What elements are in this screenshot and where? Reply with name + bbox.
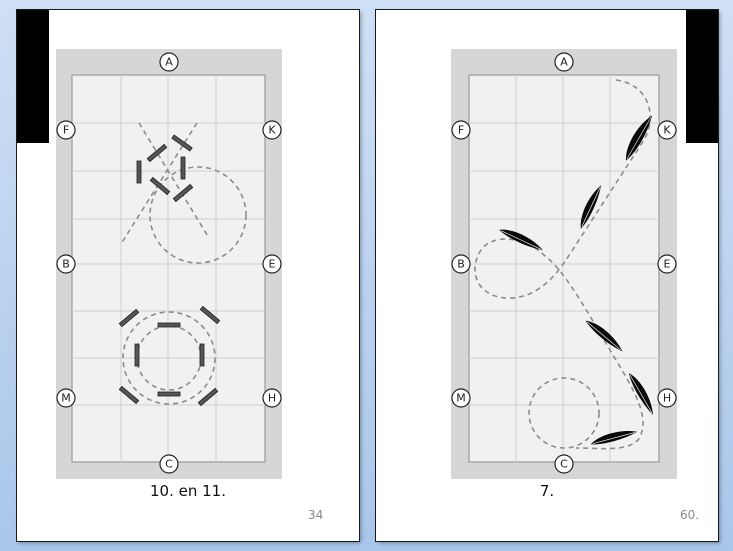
ground-pole-icon: [118, 305, 221, 407]
exercise-path-upper: [120, 122, 247, 264]
marker-K: K: [657, 120, 677, 140]
svg-text:C: C: [165, 458, 173, 471]
feather-icon: [499, 115, 653, 445]
page-right: A F K B E M H C 7. 60.: [376, 10, 718, 541]
arena-diagram-right: A F K B E M H C: [451, 49, 677, 479]
marker-E: E: [657, 254, 677, 274]
arena-grid: [72, 75, 265, 462]
svg-text:K: K: [663, 124, 671, 137]
marker-H: H: [262, 388, 282, 408]
svg-text:F: F: [63, 124, 69, 137]
svg-text:E: E: [664, 258, 671, 271]
marker-B: B: [451, 254, 471, 274]
svg-text:C: C: [560, 458, 568, 471]
exercise-path: [474, 79, 651, 450]
marker-F: F: [56, 120, 76, 140]
figure-caption: 7.: [539, 482, 555, 500]
svg-text:M: M: [61, 392, 71, 405]
figure-caption: 10. en 11.: [150, 482, 226, 500]
page-number: 60.: [680, 508, 700, 522]
svg-text:H: H: [268, 392, 276, 405]
svg-text:E: E: [269, 258, 276, 271]
marker-E: E: [262, 254, 282, 274]
svg-text:K: K: [268, 124, 276, 137]
svg-text:B: B: [457, 258, 465, 271]
arena-floor: [468, 74, 660, 463]
ground-pole-icon: [136, 134, 194, 203]
svg-text:H: H: [663, 392, 671, 405]
svg-text:B: B: [62, 258, 70, 271]
marker-C: C: [554, 454, 574, 474]
arena-grid: [469, 75, 659, 462]
marker-F: F: [451, 120, 471, 140]
svg-text:A: A: [165, 56, 173, 69]
marker-K: K: [262, 120, 282, 140]
svg-text:A: A: [560, 56, 568, 69]
black-tab-left: [17, 10, 49, 143]
black-tab-right: [686, 10, 718, 143]
marker-H: H: [657, 388, 677, 408]
marker-A: A: [159, 52, 179, 72]
svg-text:F: F: [458, 124, 464, 137]
marker-A: A: [554, 52, 574, 72]
arena-diagram-left: A F K B E M H C: [56, 49, 282, 479]
marker-M: M: [451, 388, 471, 408]
svg-text:M: M: [456, 392, 466, 405]
marker-C: C: [159, 454, 179, 474]
page-left: A F K B E M H C 10. en 11. 34: [17, 10, 359, 541]
marker-M: M: [56, 388, 76, 408]
marker-B: B: [56, 254, 76, 274]
page-number: 34: [308, 508, 324, 522]
